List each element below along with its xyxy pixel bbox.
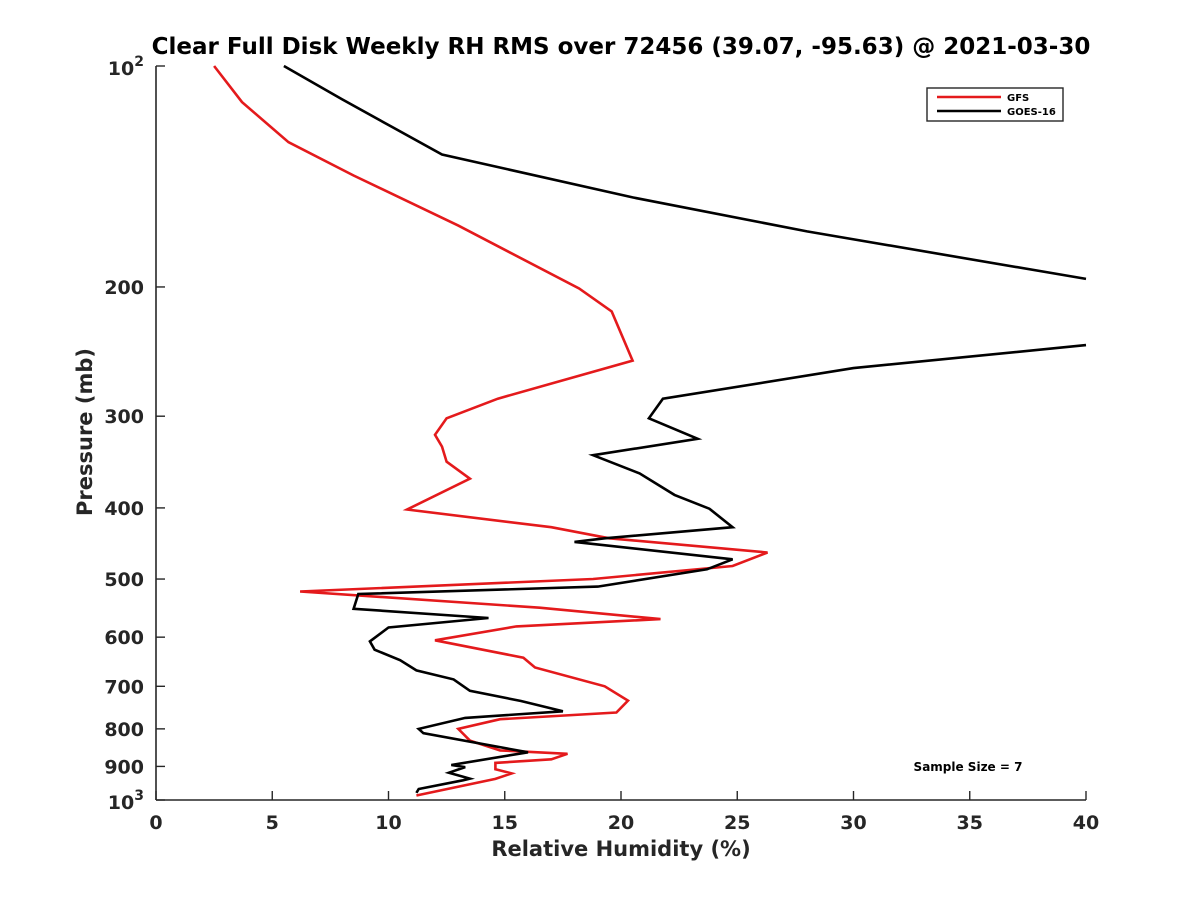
x-tick-label: 35	[957, 812, 983, 834]
x-tick-label: 10	[375, 812, 401, 834]
y-tick-label: 800	[104, 719, 144, 741]
series-line-goes-16	[283, 64, 1087, 794]
x-tick-label: 15	[492, 812, 518, 834]
y-tick-label: 900	[104, 756, 144, 778]
y-tick-label: 102	[108, 54, 144, 80]
x-tick-label: 40	[1073, 812, 1099, 834]
x-tick-label: 20	[608, 812, 634, 834]
chart-title: Clear Full Disk Weekly RH RMS over 72456…	[152, 34, 1091, 60]
x-axis: 0 5 10 15 20 25 30 35 40	[149, 791, 1099, 834]
x-tick-label: 25	[724, 812, 750, 834]
x-tick-label: 0	[149, 812, 162, 834]
y-tick-label: 600	[104, 627, 144, 649]
x-tick-label: 5	[266, 812, 279, 834]
sample-size-annotation: Sample Size = 7	[914, 760, 1023, 774]
y-tick-label: 700	[104, 676, 144, 698]
legend-box	[926, 87, 1064, 122]
y-axis: 102 200 300 400 500 600 700 800 900 103	[104, 54, 165, 814]
x-tick-label: 30	[840, 812, 866, 834]
y-tick-label: 300	[104, 406, 144, 428]
y-tick-label: 400	[104, 498, 144, 520]
legend-entry: GFS	[1007, 93, 1029, 104]
series-layer	[213, 64, 1087, 797]
y-tick-label: 103	[108, 788, 144, 814]
y-tick-label: 200	[104, 277, 144, 299]
x-axis-label: Relative Humidity (%)	[491, 837, 750, 861]
y-tick-label: 500	[104, 569, 144, 591]
legend: GFS GOES-16	[926, 87, 1064, 122]
legend-entry: GOES-16	[1007, 107, 1056, 118]
y-axis-label: Pressure (mb)	[73, 348, 97, 516]
